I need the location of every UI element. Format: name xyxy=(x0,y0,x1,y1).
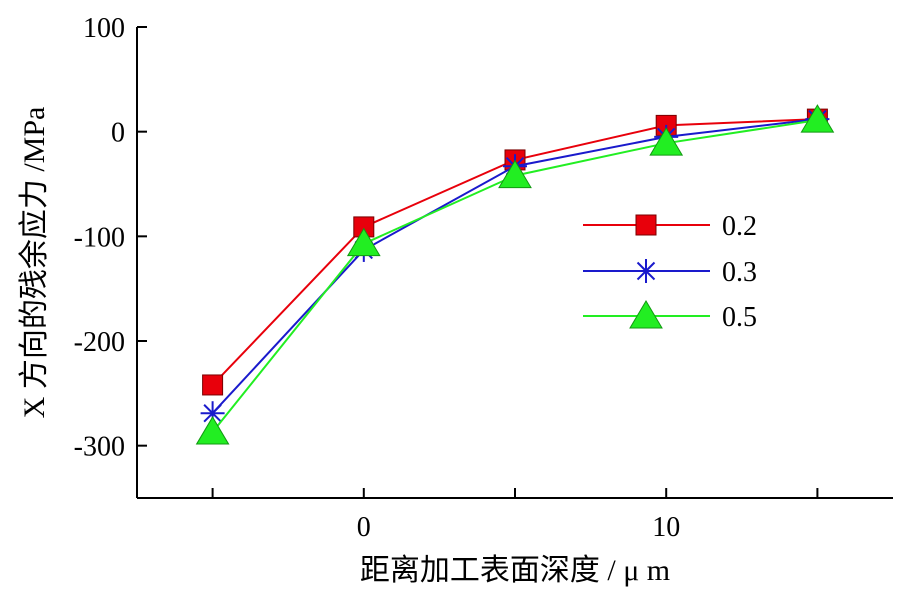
plot-area xyxy=(195,104,835,445)
x-tick-label: 0 xyxy=(357,512,371,543)
legend-item: 0.3 xyxy=(583,257,757,288)
data-point xyxy=(202,374,224,396)
legend-item: 0.2 xyxy=(583,211,757,242)
legend-marker xyxy=(634,259,658,283)
data-point xyxy=(195,416,230,445)
legend-marker xyxy=(635,214,657,236)
data-point xyxy=(346,227,381,257)
data-point xyxy=(498,159,532,189)
y-tick-label: -300 xyxy=(74,432,125,463)
y-tick-label: -100 xyxy=(74,222,125,253)
legend-item: 0.5 xyxy=(583,300,757,333)
legend-label: 0.3 xyxy=(722,257,757,288)
y-tick-label: 100 xyxy=(83,13,125,44)
y-axis-title: X 方向的残余应力 /MPa xyxy=(18,107,51,419)
data-point xyxy=(649,127,684,156)
y-tick-label: 0 xyxy=(111,118,125,149)
y-tick-label: -200 xyxy=(74,327,125,358)
x-axis-title: 距离加工表面深度 / μ m xyxy=(360,554,670,587)
asterisk-stroke xyxy=(636,261,656,281)
asterisk-stroke xyxy=(203,404,222,423)
legend: 0.2 0.3 0.5 xyxy=(583,211,757,333)
data-point xyxy=(800,104,835,133)
axes: 100 0 -100 -200 -300 0 10 xyxy=(74,13,893,543)
legend-label: 0.5 xyxy=(722,302,757,333)
series-0.2 xyxy=(202,108,828,396)
legend-label: 0.2 xyxy=(722,211,757,242)
x-tick-label: 10 xyxy=(652,512,680,543)
series-0.5 xyxy=(195,104,835,445)
legend-marker xyxy=(629,300,663,329)
